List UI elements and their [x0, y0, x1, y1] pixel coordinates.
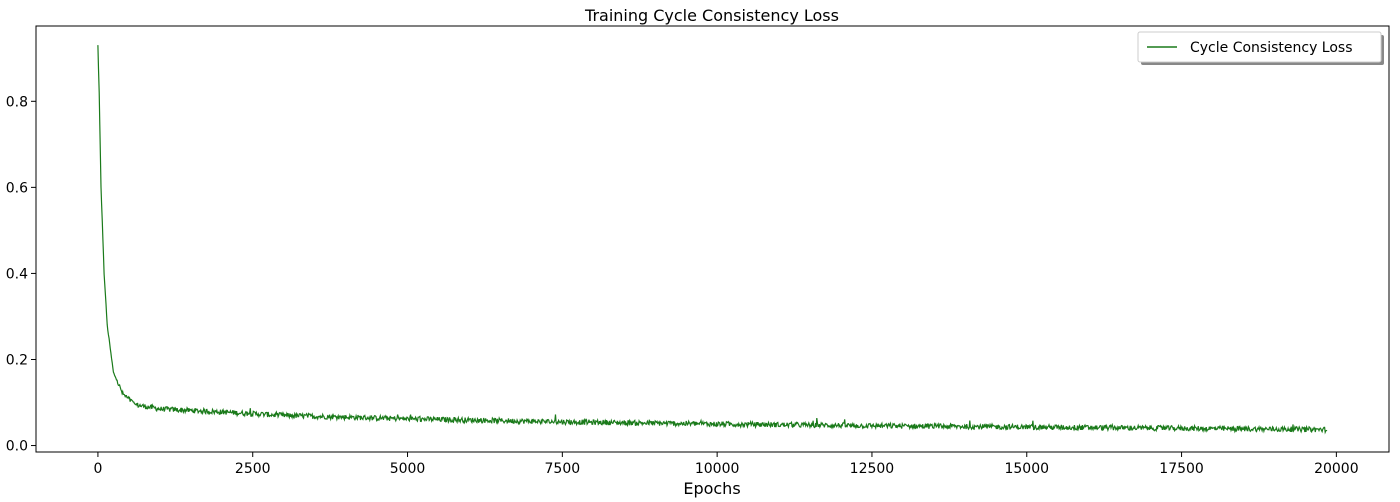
legend-box [1137, 31, 1382, 63]
axis-ticks: 0 2500 5000 7500 10000 12500 15000 17500 20000 0.… [6, 94, 1359, 477]
x-tick-label: 10000 [695, 461, 740, 477]
x-axis-label: Epochs [683, 479, 740, 498]
x-tick-label: 15000 [1004, 461, 1049, 477]
x-tick-label: 0 [93, 461, 102, 477]
legend-entry-cycle-consistency-loss: Cycle Consistency Loss [1190, 40, 1353, 56]
x-tick-label: 7500 [545, 461, 581, 477]
plot-frame [35, 25, 1390, 453]
x-tick-label: 5000 [390, 461, 426, 477]
y-tick-label: 0.2 [6, 352, 28, 368]
series-line-cycle-consistency-loss [97, 45, 1328, 435]
x-tick-label: 2500 [235, 461, 271, 477]
x-tick-label: 12500 [850, 461, 895, 477]
legend: Cycle Consistency Loss [1137, 31, 1384, 65]
y-tick-label: 0.8 [6, 94, 28, 110]
y-tick-label: 0.4 [6, 266, 28, 282]
y-tick-label: 0.6 [6, 180, 28, 196]
series-group [97, 45, 1328, 435]
x-tick-label: 17500 [1159, 461, 1204, 477]
x-tick-label: 20000 [1314, 461, 1359, 477]
chart-title: Training Cycle Consistency Loss [584, 6, 839, 25]
y-tick-label: 0.0 [6, 439, 28, 455]
